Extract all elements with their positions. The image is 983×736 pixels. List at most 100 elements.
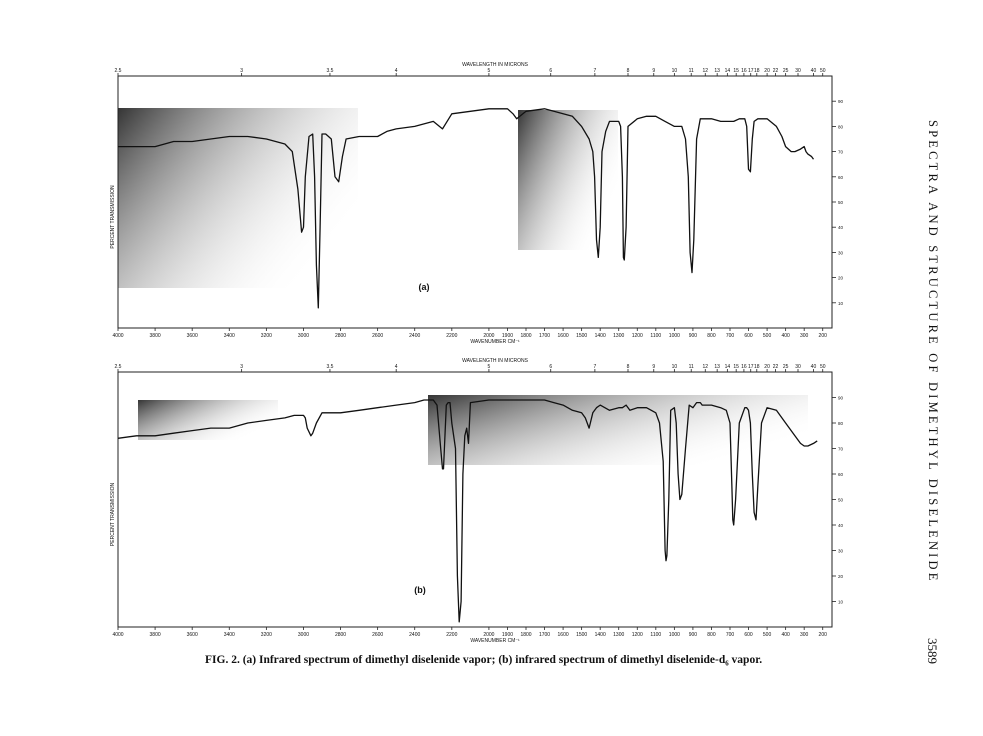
x2-tick-label: 50 bbox=[820, 68, 826, 74]
x-tick-label: 2800 bbox=[335, 333, 346, 339]
x2-tick-label: 13 bbox=[714, 68, 720, 74]
x-tick-label: 300 bbox=[800, 632, 809, 638]
x-tick-label: 3200 bbox=[261, 632, 272, 638]
x2-tick-label: 12 bbox=[702, 364, 708, 370]
x2-tick-label: 13 bbox=[714, 364, 720, 370]
scan-shading bbox=[518, 110, 618, 250]
x-tick-label: 2200 bbox=[446, 632, 457, 638]
x-tick-label: 200 bbox=[819, 632, 828, 638]
x2-tick-label: 10 bbox=[672, 68, 678, 74]
x-tick-label: 1400 bbox=[595, 333, 606, 339]
y-tick-label: 20 bbox=[838, 574, 844, 579]
x2-tick-label: 15 bbox=[733, 68, 739, 74]
x-tick-label: 1700 bbox=[539, 333, 550, 339]
x-tick-label: 2000 bbox=[483, 333, 494, 339]
x-tick-label: 1000 bbox=[669, 333, 680, 339]
x2-tick-label: 5 bbox=[488, 364, 491, 370]
x-tick-label: 3600 bbox=[187, 632, 198, 638]
x2-tick-label: 18 bbox=[754, 68, 760, 74]
x-tick-label: 4000 bbox=[112, 333, 123, 339]
x2-tick-label: 7 bbox=[593, 364, 596, 370]
x-tick-label: 900 bbox=[689, 333, 698, 339]
scan-shading bbox=[118, 108, 358, 288]
x2-tick-label: 25 bbox=[783, 68, 789, 74]
x-tick-label: 1900 bbox=[502, 333, 513, 339]
y-axis-label: PERCENT TRANSMISSION bbox=[110, 185, 116, 249]
x-tick-label: 3000 bbox=[298, 632, 309, 638]
y-tick-label: 30 bbox=[838, 250, 844, 255]
spectrum-line bbox=[118, 108, 815, 309]
x-tick-label: 1600 bbox=[558, 632, 569, 638]
x-tick-label: 3000 bbox=[298, 333, 309, 339]
x-tick-label: 1500 bbox=[576, 333, 587, 339]
y-tick-label: 90 bbox=[838, 99, 844, 104]
x-tick-label: 2800 bbox=[335, 632, 346, 638]
x2-tick-label: 17 bbox=[748, 68, 754, 74]
x2-tick-label: 40 bbox=[811, 364, 817, 370]
x-tick-label: 600 bbox=[744, 333, 753, 339]
x-tick-label: 1000 bbox=[669, 632, 680, 638]
x2-tick-label: 6 bbox=[549, 364, 552, 370]
x-tick-label: 3200 bbox=[261, 333, 272, 339]
x-axis-label: WAVENUMBER CM⁻¹ bbox=[470, 339, 520, 345]
spectrum-line bbox=[117, 399, 818, 623]
x-tick-label: 1100 bbox=[650, 632, 661, 638]
x2-tick-label: 5 bbox=[488, 68, 491, 74]
x-tick-label: 1600 bbox=[558, 333, 569, 339]
x2-tick-label: 9 bbox=[652, 68, 655, 74]
x-tick-label: 3400 bbox=[224, 333, 235, 339]
x-tick-label: 1300 bbox=[613, 333, 624, 339]
y-tick-label: 60 bbox=[838, 472, 844, 477]
x-tick-label: 600 bbox=[744, 632, 753, 638]
y-tick-label: 90 bbox=[838, 396, 844, 401]
x2-tick-label: 16 bbox=[741, 364, 747, 370]
x2-tick-label: 4 bbox=[395, 364, 398, 370]
spectrum-panel-a: 4000 3800 3600 3400 3200 3000 2800 2600 2400 2200… bbox=[110, 62, 844, 345]
x-tick-label: 700 bbox=[726, 333, 735, 339]
x-tick-label: 2600 bbox=[372, 333, 383, 339]
x2-tick-label: 11 bbox=[689, 68, 694, 74]
x-tick-label: 1700 bbox=[539, 632, 550, 638]
x-tick-label: 400 bbox=[781, 632, 790, 638]
x-axis-label: WAVENUMBER CM⁻¹ bbox=[470, 638, 520, 644]
y-tick-label: 50 bbox=[838, 200, 844, 205]
x-tick-label: 500 bbox=[763, 333, 772, 339]
y-tick-label: 30 bbox=[838, 549, 844, 554]
x2-tick-label: 8 bbox=[627, 68, 630, 74]
x2-tick-label: 22 bbox=[773, 68, 779, 74]
x-tick-label: 200 bbox=[819, 333, 828, 339]
x2-axis-label: WAVELENGTH IN MICRONS bbox=[462, 62, 529, 68]
x2-tick-label: 2.5 bbox=[115, 364, 122, 370]
x2-tick-label: 20 bbox=[764, 364, 770, 370]
x-tick-label: 1100 bbox=[650, 333, 661, 339]
x2-tick-label: 12 bbox=[702, 68, 708, 74]
x2-tick-label: 17 bbox=[748, 364, 754, 370]
x-tick-label: 300 bbox=[800, 333, 809, 339]
x2-tick-label: 16 bbox=[741, 68, 747, 74]
page-number: 3589 bbox=[925, 638, 940, 664]
x2-tick-label: 30 bbox=[795, 68, 801, 74]
x2-tick-label: 25 bbox=[783, 364, 789, 370]
y-tick-label: 80 bbox=[838, 421, 844, 426]
x2-tick-label: 11 bbox=[689, 364, 694, 370]
x-tick-label: 2000 bbox=[483, 632, 494, 638]
x-tick-label: 900 bbox=[689, 632, 698, 638]
x2-tick-label: 3.5 bbox=[326, 68, 333, 74]
x2-tick-label: 15 bbox=[733, 364, 739, 370]
x2-tick-label: 20 bbox=[764, 68, 770, 74]
x-tick-label: 3800 bbox=[150, 333, 161, 339]
y-axis-label: PERCENT TRANSMISSION bbox=[110, 483, 116, 547]
figure-caption: FIG. 2. (a) Infrared spectrum of dimethy… bbox=[205, 654, 763, 666]
x-tick-label: 2200 bbox=[446, 333, 457, 339]
x-tick-label: 1500 bbox=[576, 632, 587, 638]
y-tick-label: 70 bbox=[838, 447, 844, 452]
page-running-title: SPECTRA AND STRUCTURE OF DIMETHYL DISELE… bbox=[926, 120, 940, 584]
x-tick-label: 400 bbox=[781, 333, 790, 339]
x-tick-label: 3400 bbox=[224, 632, 235, 638]
y-tick-label: 80 bbox=[838, 124, 844, 129]
x-tick-label: 500 bbox=[763, 632, 772, 638]
x2-tick-label: 14 bbox=[725, 68, 731, 74]
x-tick-label: 1200 bbox=[632, 632, 643, 638]
